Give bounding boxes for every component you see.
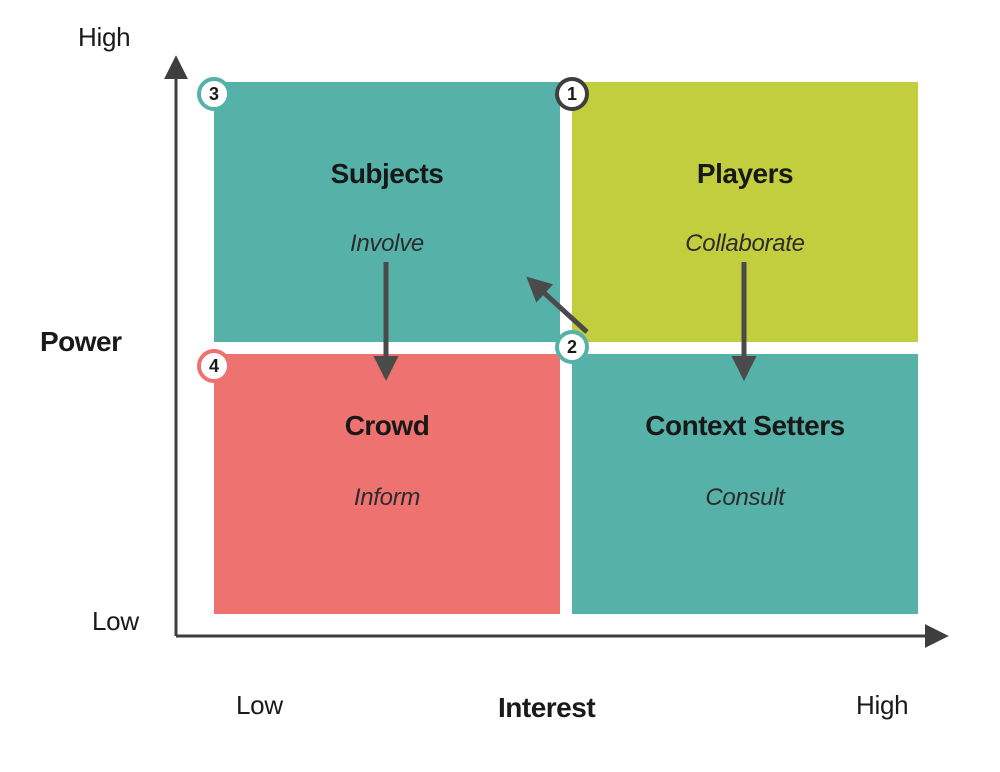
badge-3-label: 3 [209, 84, 219, 105]
badge-4-label: 4 [209, 356, 219, 377]
inner-arrows-svg [0, 0, 1000, 772]
badge-1-label: 1 [567, 84, 577, 105]
arrow-badge2-to-subjects [530, 280, 587, 332]
x-axis-low-label: Low [236, 690, 283, 721]
badge-3: 3 [197, 77, 231, 111]
y-axis-title: Power [40, 326, 122, 358]
badge-1: 1 [555, 77, 589, 111]
y-axis-high-label: High [78, 22, 130, 53]
badge-2: 2 [555, 330, 589, 364]
x-axis-title: Interest [498, 692, 595, 724]
badge-2-label: 2 [567, 337, 577, 358]
y-axis-low-label: Low [92, 606, 139, 637]
stakeholder-matrix: Subjects Involve Players Collaborate Cro… [0, 0, 1000, 772]
badge-4: 4 [197, 349, 231, 383]
x-axis-high-label: High [856, 690, 908, 721]
